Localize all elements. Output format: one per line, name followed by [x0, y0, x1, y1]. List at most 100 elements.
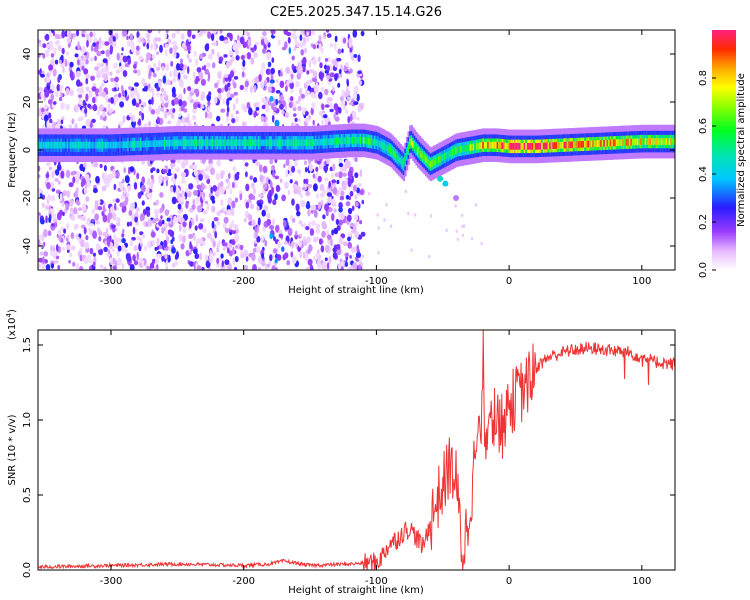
spectrogram-cell — [600, 140, 603, 147]
spectrogram-cell — [285, 169, 289, 178]
spectrogram-cell — [351, 205, 355, 211]
spectrogram-cell — [318, 238, 323, 245]
spectrogram-cell — [38, 42, 43, 48]
spectrogram-cell — [135, 212, 139, 217]
spectrogram-cell — [58, 180, 61, 185]
spectrogram-cell — [102, 73, 107, 79]
spectrogram-cell — [511, 143, 514, 150]
spectrogram-cell — [170, 163, 174, 170]
spectrogram-cell — [95, 220, 100, 225]
spectrogram-cell — [301, 186, 306, 191]
spectrogram-cell — [179, 139, 183, 147]
spectrogram-cell — [65, 169, 71, 179]
spectrogram-cell — [274, 193, 278, 201]
spectrogram-cell — [143, 123, 148, 128]
spectrogram-cell — [128, 141, 132, 148]
spectrogram-cell — [338, 162, 344, 168]
spectrogram-cell — [176, 139, 179, 147]
spectrogram-cell — [234, 256, 239, 263]
spectrogram-cell — [139, 238, 143, 245]
spectrogram-cell — [251, 219, 256, 227]
spectrogram-cell — [97, 199, 101, 204]
spectrogram-cell — [256, 205, 260, 212]
spectrogram-cell — [244, 80, 249, 88]
spectrogram-cell — [94, 55, 97, 61]
spectrogram-cell — [198, 72, 204, 80]
spectrogram-cell — [565, 141, 568, 149]
spectrogram-cell — [297, 139, 300, 147]
spectrogram-cell — [170, 139, 173, 147]
spectrogram-cell — [76, 79, 81, 87]
spectrogram-cell — [79, 141, 82, 149]
spectrogram-cell — [271, 186, 275, 195]
snr-scale-label: (x104) — [5, 309, 18, 340]
spectrogram-cell — [268, 139, 272, 147]
spectrogram-cell — [269, 180, 273, 189]
spectrogram-cell — [302, 139, 305, 147]
spectrogram-cell — [208, 91, 212, 97]
spectrogram-cell — [98, 91, 103, 97]
spectrogram-cell — [240, 252, 245, 259]
spectrogram-cell — [214, 231, 218, 239]
spectrogram-cell — [227, 262, 232, 270]
spectrogram-cell — [60, 247, 66, 251]
spectrogram-cell — [332, 187, 338, 195]
spectrogram-cell — [61, 141, 65, 149]
spectrogram-cell — [260, 81, 265, 89]
spectrogram-cell — [316, 193, 320, 200]
spectrogram-cell — [59, 84, 64, 91]
spectrogram-cell — [334, 138, 337, 145]
spectrogram-cell — [151, 54, 156, 59]
spectrogram-cell — [122, 70, 128, 77]
spectrogram-cell — [71, 118, 75, 125]
spectrogram-cell — [120, 96, 126, 101]
spectrogram-cell — [133, 141, 136, 148]
spectrogram-cell — [266, 51, 272, 61]
spectrogram-cell — [315, 252, 320, 257]
spectrogram-cell — [291, 55, 295, 61]
spectrogram-cell — [325, 244, 330, 253]
x-tick-label: 0 — [506, 576, 512, 587]
spectrogram-cell — [180, 105, 185, 112]
spectrogram-cell — [291, 165, 296, 173]
spectrogram-cell — [243, 218, 247, 223]
spectrogram-cell — [345, 137, 348, 144]
spectrogram-cell — [113, 183, 117, 191]
spectrogram-cell — [162, 140, 165, 147]
spectrogram-cell — [312, 77, 318, 83]
spectrogram-cell — [318, 34, 322, 43]
spectrogram-cell — [44, 90, 50, 98]
spectrogram-cell — [224, 84, 229, 92]
spectrogram-cell — [327, 56, 331, 63]
spectrogram-cell — [307, 258, 313, 266]
spectrogram-cell — [171, 247, 176, 254]
spectrogram-cell — [269, 159, 274, 165]
spectrogram-cell — [113, 96, 120, 102]
spectrogram-cell — [530, 143, 533, 150]
spectrogram-cell — [121, 237, 126, 244]
spectrogram-cell — [75, 70, 81, 78]
spectrogram-cell — [579, 141, 582, 148]
spectrogram-cell — [456, 237, 460, 242]
spectrogram-cell — [45, 43, 50, 49]
spectrogram-cell — [167, 229, 173, 236]
spectrogram-cell — [353, 54, 358, 58]
spectrogram-cell — [65, 244, 71, 250]
spectrogram-cell — [264, 139, 267, 147]
spectrogram-cell — [662, 138, 665, 145]
spectrogram-cell — [136, 31, 140, 39]
spectrogram-cell — [170, 60, 174, 67]
spectrogram-cell — [187, 96, 192, 101]
spectrogram-cell — [243, 139, 246, 147]
spectrogram-cell — [214, 96, 218, 104]
spectrogram-cell — [193, 88, 199, 94]
spectrogram-cell — [45, 77, 51, 83]
spectrogram-cell — [100, 141, 103, 149]
spectrogram-cell — [324, 104, 330, 108]
spectrogram-cell — [177, 72, 181, 80]
spectrogram-cell — [97, 206, 103, 211]
spectrogram-cell — [129, 221, 133, 227]
spectrogram-cell — [138, 55, 143, 61]
spectrogram-cell — [156, 253, 162, 259]
spectrogram-cell — [368, 191, 371, 196]
